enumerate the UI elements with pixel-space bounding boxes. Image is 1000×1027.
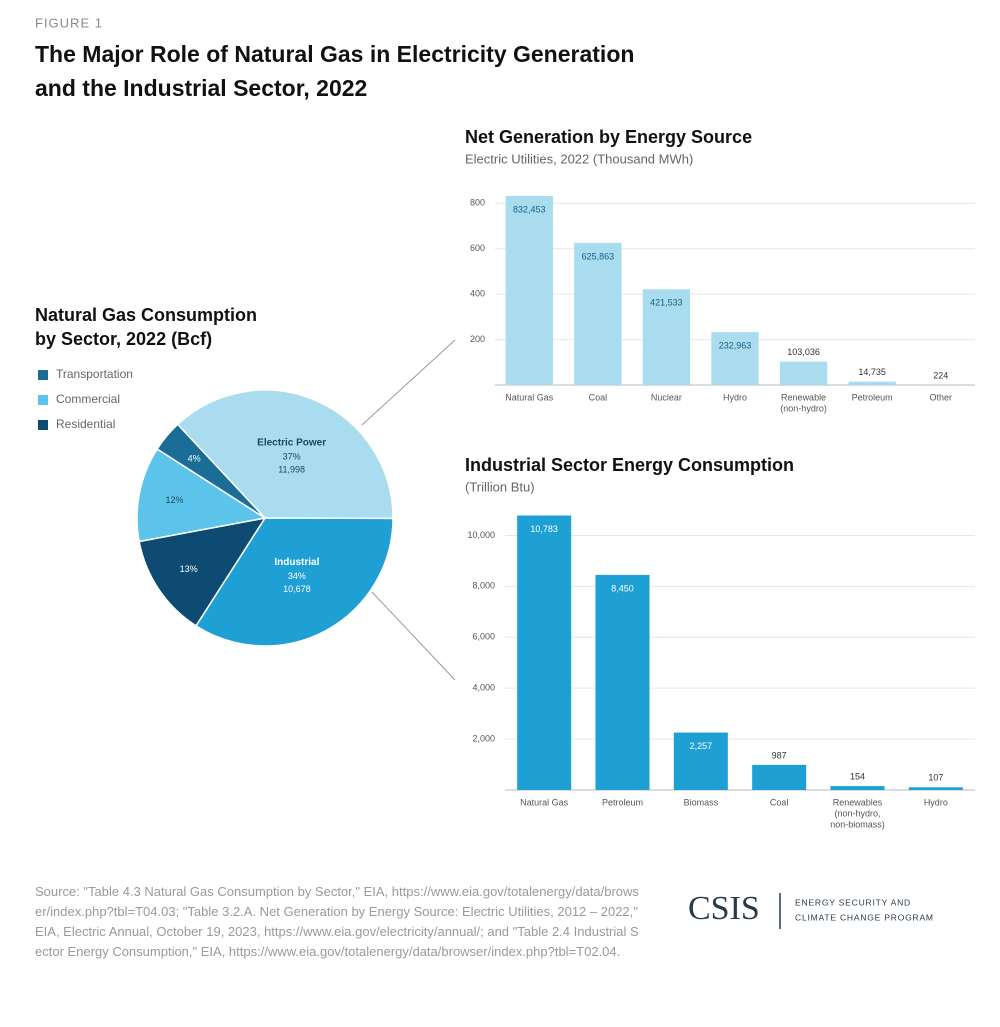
value-label: 14,735: [858, 367, 886, 377]
pie-slice: [136, 448, 267, 543]
slice-label: 4%: [188, 453, 201, 463]
logo-program: CLIMATE CHANGE PROGRAM: [795, 912, 934, 922]
slice-amount: 10,678: [283, 584, 311, 594]
bar: [830, 786, 885, 790]
connector: [371, 591, 456, 681]
title-line: and the Industrial Sector, 2022: [35, 75, 367, 101]
value-label: 2,257: [690, 741, 713, 751]
pie-slice: [176, 389, 394, 520]
x-tick-label: (non-hydro,: [834, 808, 880, 818]
y-tick-label: 10,000: [467, 530, 495, 540]
value-label: 421,533: [650, 298, 683, 308]
x-tick-label: Coal: [770, 797, 789, 807]
value-label: 832,453: [513, 204, 546, 214]
bar: [642, 289, 691, 385]
figure-label: FIGURE 1: [35, 15, 103, 30]
source-note: Source: "Table 4.3 Natural Gas Consumpti…: [35, 884, 639, 959]
slice-label: 34%: [288, 571, 306, 581]
value-label: 154: [850, 771, 865, 781]
y-tick-label: 400: [470, 289, 485, 299]
x-tick-label: Biomass: [684, 797, 719, 807]
bar: [595, 574, 650, 790]
chart-title: Net Generation by Energy Source: [465, 127, 752, 147]
x-tick-label: Petroleum: [852, 392, 893, 402]
legend-swatch: [38, 420, 48, 430]
value-label: 232,963: [719, 340, 752, 350]
x-tick-label: non-biomass): [830, 819, 885, 829]
chart-title: by Sector, 2022 (Bcf): [35, 329, 212, 349]
x-tick-label: Hydro: [723, 392, 747, 402]
connector: [361, 339, 456, 426]
bar: [848, 381, 896, 385]
bar: [505, 195, 553, 385]
slice-label: 13%: [180, 564, 198, 574]
legend-label: Residential: [56, 417, 115, 431]
title-line: The Major Role of Natural Gas in Electri…: [35, 41, 634, 67]
bar: [752, 764, 807, 790]
logo-program: ENERGY SECURITY AND: [795, 897, 911, 907]
bar: [779, 361, 828, 385]
bar: [574, 242, 622, 385]
y-tick-label: 8,000: [472, 581, 495, 591]
pie-slice: [138, 516, 267, 627]
chart-subtitle: (Trillion Btu): [465, 479, 535, 494]
chart-title: Industrial Sector Energy Consumption: [465, 455, 794, 475]
bar: [908, 787, 963, 790]
x-tick-label: Coal: [589, 392, 608, 402]
pie-slice: [156, 423, 266, 519]
legend-swatch: [38, 370, 48, 380]
x-tick-label: Hydro: [924, 797, 948, 807]
bar: [711, 332, 759, 385]
x-tick-label: Nuclear: [651, 392, 682, 402]
y-tick-label: 6,000: [472, 632, 495, 642]
legend-label: Transportation: [56, 367, 133, 381]
y-tick-label: 800: [470, 198, 485, 208]
value-label: 987: [772, 750, 787, 760]
slice-name: Electric Power: [257, 438, 326, 449]
legend-swatch: [38, 395, 48, 405]
value-label: 10,783: [530, 524, 558, 534]
x-tick-label: Renewables: [833, 797, 883, 807]
bar: [517, 515, 572, 790]
x-tick-label: Natural Gas: [505, 392, 554, 402]
y-tick-label: 200: [470, 334, 485, 344]
chart-title: Natural Gas Consumption: [35, 305, 257, 325]
x-tick-label: Other: [929, 392, 952, 402]
bar: [673, 732, 728, 790]
y-tick-label: 600: [470, 243, 485, 253]
value-label: 103,036: [787, 347, 820, 357]
chart-subtitle: Electric Utilities, 2022 (Thousand MWh): [465, 151, 693, 166]
value-label: 625,863: [582, 251, 615, 261]
legend-label: Commercial: [56, 392, 120, 406]
slice-label: 37%: [283, 451, 301, 461]
slice-name: Industrial: [274, 557, 319, 568]
value-label: 224: [933, 370, 948, 380]
slice-amount: 11,998: [278, 464, 305, 474]
x-tick-label: (non-hydro): [780, 403, 827, 413]
x-tick-label: Natural Gas: [520, 797, 569, 807]
logo-name: CSIS: [688, 890, 760, 927]
value-label: 8,450: [611, 583, 634, 593]
x-tick-label: Petroleum: [602, 797, 643, 807]
y-tick-label: 2,000: [472, 733, 495, 743]
slice-label: 12%: [166, 495, 184, 505]
y-tick-label: 4,000: [472, 683, 495, 693]
x-tick-label: Renewable: [781, 392, 826, 402]
value-label: 107: [928, 773, 943, 783]
